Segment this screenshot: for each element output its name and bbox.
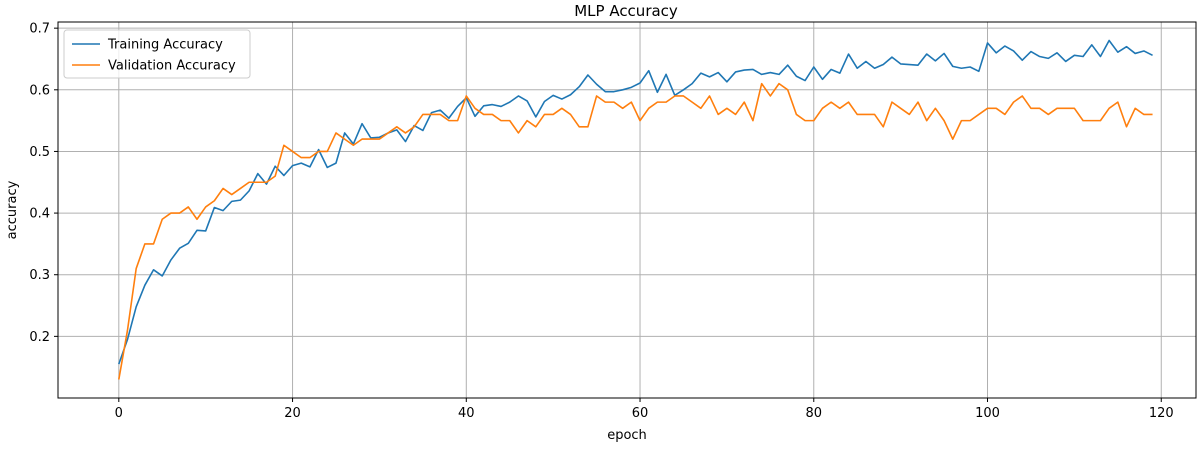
y-axis-label: accuracy xyxy=(5,180,20,239)
grid xyxy=(58,22,1196,398)
y-tick-label: 0.7 xyxy=(29,22,50,37)
legend-box xyxy=(63,29,251,79)
series-layer xyxy=(118,39,1153,380)
plot-frame xyxy=(57,21,1197,399)
series-line-training xyxy=(118,39,1153,365)
y-tick-label: 0.2 xyxy=(29,330,50,345)
ticks: 0 20 40 60 80 100 120 0.2 0.3 0.4 0.5 0.6 0.7 xyxy=(29,22,1173,421)
legend: Training Accuracy Validation Accuracy xyxy=(63,29,251,79)
x-tick-label: 100 xyxy=(975,406,1000,421)
x-tick-label: 80 xyxy=(805,406,822,421)
series-line-validation xyxy=(118,82,1153,380)
legend-label: Validation Accuracy xyxy=(108,59,236,74)
legend-label: Training Accuracy xyxy=(107,38,223,53)
y-tick-label: 0.6 xyxy=(29,83,50,98)
x-tick-label: 60 xyxy=(632,406,649,421)
y-tick-label: 0.5 xyxy=(29,145,50,160)
y-tick-label: 0.4 xyxy=(29,207,50,222)
x-axis-label: epoch xyxy=(607,428,647,443)
chart-title: MLP Accuracy xyxy=(574,2,678,20)
y-tick-label: 0.3 xyxy=(29,268,50,283)
x-tick-label: 0 xyxy=(115,406,123,421)
x-tick-label: 120 xyxy=(1149,406,1174,421)
x-tick-label: 40 xyxy=(458,406,475,421)
x-tick-label: 20 xyxy=(284,406,301,421)
